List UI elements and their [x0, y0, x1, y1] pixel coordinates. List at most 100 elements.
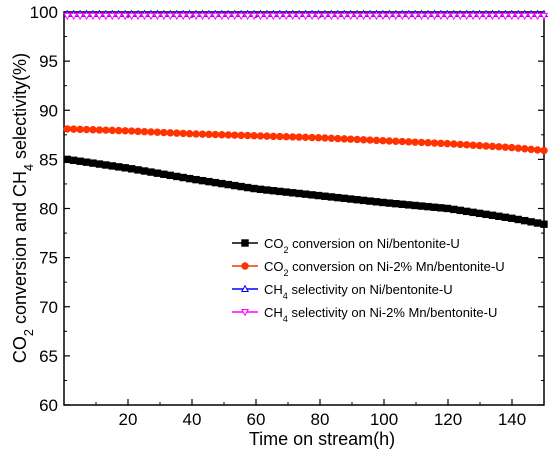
data-point: [533, 146, 542, 154]
data-point: [218, 131, 226, 139]
data-point: [160, 170, 168, 178]
data-point: [488, 142, 497, 151]
data-point: [95, 12, 104, 21]
data-point: [333, 12, 342, 21]
data-point: [347, 135, 355, 143]
data-point: [217, 12, 226, 21]
data-point: [108, 12, 117, 21]
data-point: [365, 12, 375, 21]
data-point: [205, 177, 213, 186]
data-point: [192, 175, 200, 184]
data-point: [520, 145, 529, 153]
y-tick-label: 95: [39, 52, 58, 71]
data-point: [495, 143, 503, 151]
data-point: [539, 12, 549, 21]
series-1: [63, 155, 548, 228]
x-tick-label: 100: [370, 410, 398, 429]
data-point: [211, 12, 220, 21]
data-point: [224, 131, 232, 139]
data-point: [179, 12, 188, 21]
data-point: [449, 12, 458, 21]
data-point: [127, 12, 136, 21]
data-point: [540, 146, 548, 155]
data-point: [334, 134, 342, 143]
data-point: [63, 155, 71, 164]
data-point: [450, 140, 458, 148]
data-point: [385, 12, 394, 21]
data-point: [540, 220, 548, 228]
data-point: [533, 219, 542, 227]
data-point: [301, 190, 310, 198]
data-point: [237, 182, 245, 191]
data-point: [469, 12, 478, 21]
data-point: [250, 132, 258, 140]
data-point: [359, 196, 368, 205]
data-point: [140, 127, 149, 136]
data-point: [147, 168, 155, 176]
data-point: [282, 133, 290, 141]
data-point: [76, 125, 84, 134]
data-point: [95, 160, 104, 168]
data-point: [430, 12, 439, 21]
data-point: [102, 126, 110, 134]
data-point: [256, 185, 265, 194]
data-point: [372, 198, 381, 206]
data-point: [140, 167, 149, 175]
data-point: [353, 135, 361, 144]
y-tick-label: 80: [39, 200, 58, 219]
data-point: [443, 12, 452, 21]
data-point: [173, 172, 181, 181]
data-point: [443, 139, 452, 148]
data-point: [482, 142, 490, 150]
data-point: [411, 201, 419, 210]
legend-item: CO2 conversion on Ni-2% Mn/bentonite-U: [232, 259, 505, 278]
data-point: [115, 126, 123, 135]
data-point: [237, 131, 245, 140]
data-point: [89, 126, 97, 134]
data-point: [507, 12, 516, 21]
x-tick-label: 80: [311, 410, 330, 429]
data-point: [179, 129, 187, 138]
data-point: [127, 127, 136, 135]
data-point: [359, 12, 368, 21]
data-point: [121, 127, 129, 135]
data-point: [269, 187, 278, 195]
data-point: [462, 12, 471, 21]
data-point: [488, 211, 497, 220]
data-point: [340, 194, 348, 203]
data-point: [243, 12, 252, 21]
data-point: [314, 134, 323, 142]
data-point: [121, 164, 129, 172]
data-point: [392, 137, 400, 145]
data-point: [372, 136, 381, 145]
x-tick-label: 40: [183, 410, 202, 429]
data-point: [501, 143, 510, 151]
data-point: [289, 189, 297, 197]
data-point: [456, 12, 465, 21]
data-point: [424, 139, 432, 147]
data-point: [533, 12, 542, 21]
data-point: [423, 12, 433, 21]
legend-marker: [240, 308, 250, 317]
legend-label: CH4 selectivity on Ni/bentonite-U: [264, 282, 453, 301]
data-point: [243, 183, 252, 192]
data-point: [192, 12, 201, 21]
data-point: [508, 143, 516, 152]
data-point: [140, 12, 149, 21]
data-point: [256, 132, 265, 140]
data-point: [69, 156, 78, 165]
data-point: [430, 203, 439, 211]
data-point: [430, 139, 439, 147]
data-point: [198, 12, 207, 21]
data-point: [231, 181, 239, 190]
data-point: [424, 202, 432, 211]
legend-marker: [241, 262, 249, 270]
data-point: [327, 12, 336, 21]
y-tick-label: 65: [39, 347, 58, 366]
axis-ticks: [64, 11, 544, 406]
data-point: [378, 12, 387, 21]
data-point: [391, 12, 400, 21]
data-point: [211, 178, 220, 187]
data-point: [295, 133, 303, 141]
data-point: [185, 174, 194, 183]
